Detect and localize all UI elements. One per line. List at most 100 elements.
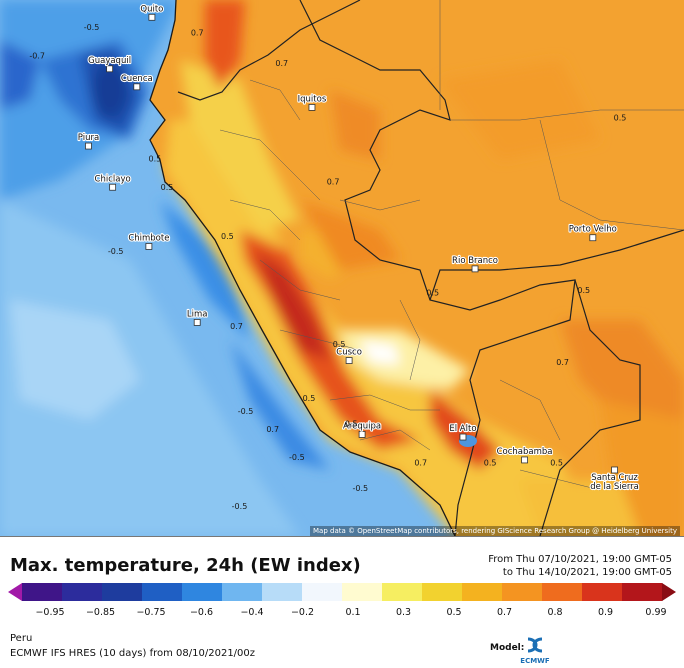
contour-label: 0.7 [266,425,279,434]
colorbar-segment [582,583,623,601]
colorbar-tick-label: −0.6 [189,607,214,618]
contour-label: -0.7 [29,52,45,61]
colorbar-tick-label: −0.2 [290,607,315,618]
city-layer: Quito Guayaquil Cuenca Piura Chiclayo Iquitos… [77,3,640,493]
logo-text: ECMWF [520,657,550,665]
colorbar [8,583,676,601]
city-label-lima: Lima [187,309,208,319]
colorbar-tick-label: 0.8 [547,607,563,618]
colorbar-segment [142,583,183,601]
contour-label: 0.7 [556,358,569,367]
city-label-santa-cruz-de-la-sierra: Santa Cruz de la Sierra [590,473,639,492]
contour-label: -0.5 [238,407,254,416]
contour-label: -0.5 [84,23,100,32]
colorbar-segment [102,583,143,601]
contour-label: 0.5 [614,113,627,122]
contour-label: 0.5 [333,340,346,349]
city-marker-cochabamba [521,456,528,464]
city-marker-chimbote [145,243,153,250]
colorbar-segment [622,583,663,601]
colorbar-tick-label: 0.3 [395,607,412,618]
colorbar-segment [222,583,263,601]
period-from: From Thu 07/10/2021, 19:00 GMT-05 [488,554,672,565]
colorbar-segment [262,583,303,601]
colorbar-tick-label: −0.95 [35,607,65,618]
contour-label: 0.7 [275,59,288,68]
colorbar-min-arrow [8,583,22,601]
city-marker-iquitos [308,104,316,111]
city-label-cochabamba: Cochabamba [497,447,553,457]
city-label-chiclayo: Chiclayo [95,174,131,184]
city-label-quito: Quito [140,4,163,14]
colorbar-tick-label: 0.7 [496,607,513,618]
contour-label: -0.5 [108,247,124,256]
city-label-chimbote: Chimbote [128,233,169,243]
city-label-rio-branco: Rio Branco [452,256,498,266]
colorbar-tick-label: 0.9 [597,607,614,618]
city-marker-rio-branco [471,265,479,273]
city-label-cuenca: Cuenca [121,74,153,84]
city-label-piura: Piura [78,133,99,143]
city-marker-cusco [345,357,353,364]
map-attribution: Map data © OpenStreetMap contributors, r… [310,526,680,536]
colorbar-segment [22,583,63,601]
map-canvas: Quito Guayaquil Cuenca Piura Chiclayo Iquitos… [0,0,684,536]
contour-label: 0.5 [345,420,358,429]
ecmwf-logo-icon: ECMWF [520,637,550,665]
model-label: Model: [490,643,525,653]
city-marker-chiclayo [109,183,117,191]
city-marker-quito [148,13,156,21]
city-marker-cuenca [133,83,141,91]
contour-label: 0.5 [149,155,162,164]
colorbar-tick-label: −0.4 [240,607,264,618]
colorbar-segment [422,583,463,601]
colorbar-tick-label: −0.75 [136,607,166,618]
contour-label: 0.7 [191,28,204,37]
contour-label: 0.5 [577,286,590,295]
contour-label: 0.5 [221,232,234,241]
map-title: Max. temperature, 24h (EW index) [10,555,361,576]
colorbar-tick-labels: −0.95 −0.85 −0.75 −0.6 −0.4 −0.2 0.1 0.3 0.5 0.7 0… [0,607,684,621]
land-anomaly [165,0,684,536]
city-label-el-alto: El Alto [449,424,476,434]
coastline [149,0,456,536]
forecast-period: From Thu 07/10/2021, 19:00 GMT-05 to Thu… [488,553,672,579]
contour-label-layer: -0.5 -0.7 0.7 0.7 0.5 0.5 0.5 0.7 -0.5 0.5 0.5 0.5 0… [29,23,626,511]
colorbar-segment [182,583,223,601]
colorbar-tick-label: −0.85 [85,607,116,618]
region-label: Peru [10,633,33,644]
colorbar-tick-label: 0.99 [645,607,667,618]
colorbar-segment [462,583,503,601]
ocean-anomaly [0,0,330,536]
contour-label: -0.5 [289,453,305,462]
city-marker-el-alto [459,433,467,441]
contour-label: 0.5 [161,183,174,192]
contour-label: 0.5 [426,288,439,297]
contour-label: -0.5 [352,484,368,493]
city-label-iquitos: Iquitos [298,94,327,104]
colorbar-tick-label: 0.1 [345,607,361,618]
contour-label: 0.5 [303,394,316,403]
city-label-guayaquil: Guayaquil [88,56,131,66]
colorbar-segment [502,583,543,601]
colorbar-max-arrow [662,583,676,601]
colorbar-segment [62,583,103,601]
colorbar-segment [382,583,423,601]
contour-label: 0.5 [484,458,497,467]
colorbar-tick-label: 0.5 [446,607,462,618]
country-borders [177,0,684,536]
weather-map[interactable]: Quito Guayaquil Cuenca Piura Chiclayo Iquitos… [0,0,684,537]
state-borders [219,0,684,491]
colorbar-segment [342,583,383,601]
city-marker-lima [193,319,201,326]
city-marker-arequipa [358,431,366,438]
city-label-arequipa: Arequipa [343,421,381,431]
contour-label: 0.7 [230,322,243,331]
model-run-info: ECMWF IFS HRES (10 days) from 08/10/2021… [10,648,256,659]
contour-label: -0.5 [232,502,248,511]
legend-panel: Max. temperature, 24h (EW index) From Th… [0,537,684,668]
colorbar-segment [302,583,343,601]
city-marker-santa-cruz-de-la-sierra [611,466,618,474]
contour-label: 0.7 [414,458,427,467]
city-marker-piura [85,142,92,150]
